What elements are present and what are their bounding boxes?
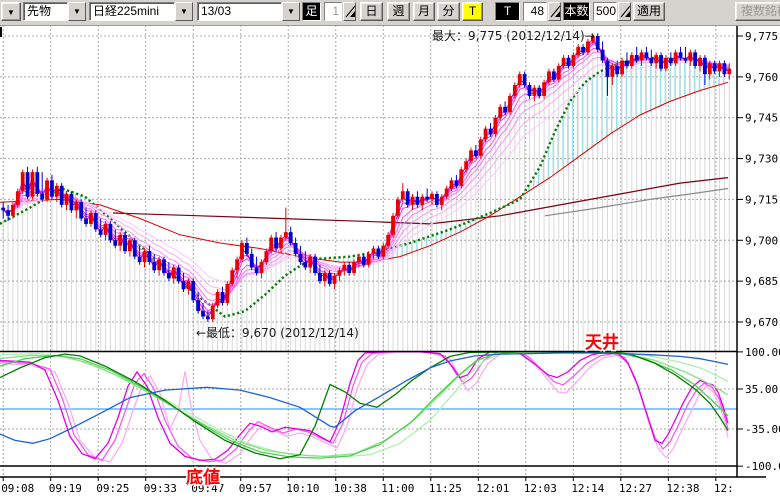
period-minute-button[interactable]: 分 <box>437 2 460 21</box>
svg-text:10:10: 10:10 <box>286 482 319 495</box>
svg-text:9,670: 9,670 <box>745 316 778 329</box>
svg-text:09:47: 09:47 <box>191 482 224 495</box>
tick-button[interactable]: T <box>495 2 520 21</box>
chevron-down-icon: ▼ <box>7 8 15 17</box>
chevron-down-icon[interactable]: ▼ <box>68 2 86 21</box>
multi-symbol-button: 複数銘柄 <box>735 2 780 21</box>
min-price-annotation: ←最低：9,670 (2012/12/14) <box>196 326 359 340</box>
toolbar: ▼ 先物 ▼ 日経225mini ▼ 13/03 ▼ 足 1 日 週 月 分 T… <box>0 0 780 26</box>
svg-text:-35.00: -35.00 <box>745 423 780 436</box>
bar-count-field[interactable]: 500 <box>593 2 617 21</box>
oscillator-series-rci-green-dark <box>0 351 729 460</box>
svg-text:09:33: 09:33 <box>144 482 177 495</box>
instrument-type-combo[interactable]: 先物 ▼ <box>23 2 86 21</box>
svg-text:100.00: 100.00 <box>745 346 780 359</box>
gridlines <box>0 25 737 477</box>
interval-spinner[interactable] <box>343 2 356 21</box>
svg-text:9,775: 9,775 <box>745 30 778 43</box>
period-week-button[interactable]: 週 <box>387 2 410 21</box>
left-edge-marker <box>0 27 2 37</box>
svg-text:9,730: 9,730 <box>745 153 778 166</box>
period-month-button[interactable]: 月 <box>413 2 435 21</box>
svg-text:9,745: 9,745 <box>745 112 778 125</box>
price-axis-labels: 9,775 9,760 9,745 9,730 9,715 9,700 9,685 9,670… <box>737 30 780 473</box>
moving-averages <box>0 56 729 318</box>
svg-text:09:08: 09:08 <box>1 482 34 495</box>
svg-text:10:38: 10:38 <box>334 482 367 495</box>
instrument-type-value: 先物 <box>23 2 68 21</box>
svg-text:9,685: 9,685 <box>745 275 778 288</box>
tick-mode-button[interactable]: T <box>462 2 483 21</box>
spin-diagonal-icon <box>345 5 356 18</box>
chevron-down-icon[interactable]: ▼ <box>282 2 300 21</box>
svg-text:11:25: 11:25 <box>429 482 462 495</box>
max-price-annotation: 最大：9,775 (2012/12/14)→ <box>432 29 595 43</box>
svg-text:12:03: 12:03 <box>524 482 557 495</box>
period-day-button[interactable]: 日 <box>360 2 383 21</box>
svg-text:09:19: 09:19 <box>49 482 82 495</box>
svg-text:-100.00: -100.00 <box>745 460 780 473</box>
window-combo-button[interactable]: ▼ <box>1 2 21 21</box>
contract-month-combo[interactable]: 13/03 ▼ <box>197 2 300 21</box>
candles <box>1 33 732 322</box>
svg-text:9,700: 9,700 <box>745 234 778 247</box>
svg-text:35.00: 35.00 <box>745 383 778 396</box>
apply-button[interactable]: 適用 <box>633 2 665 21</box>
bar-type-button[interactable]: 足 <box>302 2 321 21</box>
time-axis-labels: 09:08 09:19 09:25 09:33 09:47 09:57 10:10 10:38… <box>1 477 734 495</box>
spin-diagonal-icon <box>620 5 631 18</box>
svg-text:9,760: 9,760 <box>745 71 778 84</box>
instrument-value: 日経225mini <box>89 2 175 21</box>
svg-text:09:57: 09:57 <box>239 482 272 495</box>
svg-text:11:00: 11:00 <box>381 482 414 495</box>
oscillator-series-rci-green <box>0 351 729 459</box>
bottom-annotation: 底値 <box>186 467 220 488</box>
tick-count-field[interactable]: 48 <box>523 2 547 21</box>
svg-text:12:14: 12:14 <box>571 482 604 495</box>
svg-text:12:: 12: <box>714 482 734 495</box>
contract-month-value: 13/03 <box>197 2 282 21</box>
svg-text:12:38: 12:38 <box>666 482 699 495</box>
svg-text:12:01: 12:01 <box>476 482 509 495</box>
ceiling-annotation: 天井 <box>585 332 619 353</box>
svg-text:12:27: 12:27 <box>619 482 652 495</box>
annotations: 最大：9,775 (2012/12/14)→ ←最低：9,670 (2012/12… <box>185 29 621 490</box>
svg-text:09:25: 09:25 <box>96 482 129 495</box>
chevron-down-icon[interactable]: ▼ <box>175 2 193 21</box>
svg-text:9,715: 9,715 <box>745 193 778 206</box>
bar-count-button[interactable]: 本数 <box>563 2 590 21</box>
oscillator-series-momentum-blue <box>0 352 729 444</box>
bar-count-spinner[interactable] <box>618 2 631 21</box>
spin-diagonal-icon <box>550 5 561 18</box>
interval-field[interactable]: 1 <box>324 2 342 21</box>
instrument-combo[interactable]: 日経225mini ▼ <box>89 2 193 21</box>
tick-count-spinner[interactable] <box>548 2 561 21</box>
